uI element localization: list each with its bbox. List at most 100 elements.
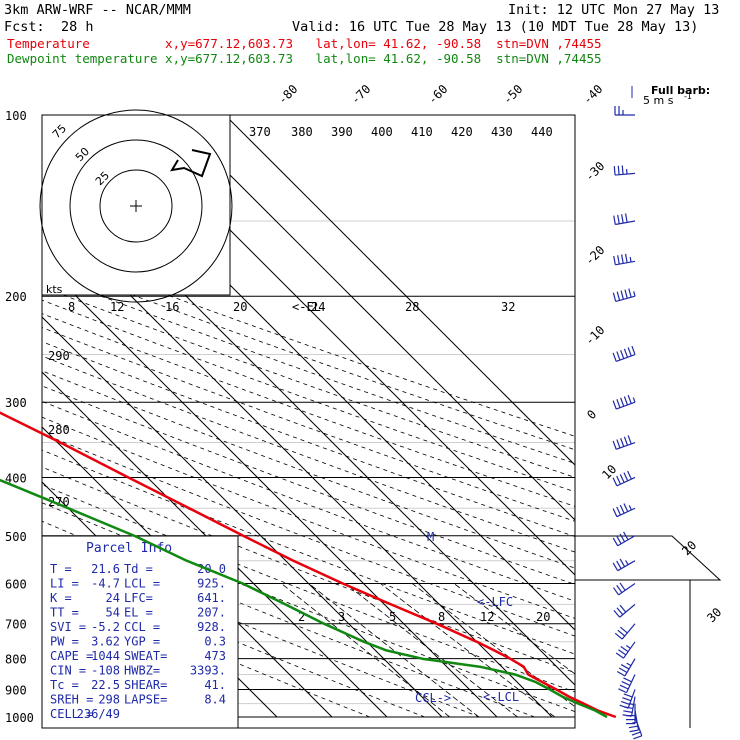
- parcel-info-cell: 1044: [91, 649, 120, 663]
- ccl-marker: CCL->: [415, 691, 451, 705]
- wind-barbs: [612, 106, 643, 740]
- parcel-info-box: Parcel Info T = 21.6 Td = 20.0LI = -4.7 LCL =…: [41, 535, 239, 729]
- parcel-info-cell: HWBZ=: [124, 664, 160, 678]
- wind-barb: [613, 213, 636, 226]
- wind-barb: [615, 641, 636, 659]
- dry-adiabat: [42, 273, 575, 464]
- wind-barb: [612, 288, 636, 302]
- model-title: 3km ARW-WRF -- NCAR/MMM: [4, 2, 191, 18]
- wind-barb: [614, 106, 635, 116]
- theta-e-label: 390: [331, 125, 353, 139]
- dry-adiabat: [42, 286, 575, 478]
- hodograph-trace: [170, 149, 212, 178]
- pressure-label: 700: [5, 618, 27, 632]
- isotherm-label: -40: [580, 82, 605, 107]
- hodograph: 25 50 75 kts: [39, 109, 233, 303]
- isotherm-label: 30: [704, 605, 724, 625]
- mixing-ratio-line: [344, 583, 518, 718]
- el-marker: <-EL: [292, 300, 321, 314]
- lfc-marker: <-LFC: [477, 595, 513, 609]
- skew-boundary: [575, 535, 722, 728]
- wind-key-exponent: -1: [684, 92, 692, 101]
- mixing-ratio-label: 8: [438, 610, 445, 624]
- parcel-info-cell: EL =: [124, 606, 153, 620]
- wind-barb: [613, 253, 636, 266]
- forecast-hour: 28 h: [61, 19, 94, 35]
- wind-barb: [613, 603, 636, 618]
- pressure-label: 500: [5, 530, 27, 544]
- parcel-info-cell: 8.4: [204, 693, 226, 707]
- wind-barb: [612, 345, 636, 362]
- plot-frame: [41, 114, 576, 729]
- parcel-info-cell: -5.2: [91, 620, 120, 634]
- wind-barb: [612, 582, 636, 596]
- pressure-label: 300: [5, 396, 27, 410]
- parcel-info-cell: 298: [98, 693, 120, 707]
- parcel-info-cell: YGP =: [124, 635, 160, 649]
- init-time: Init: 12 UTC Mon 27 May 13: [508, 2, 720, 18]
- mixing-ratio-label: 8: [68, 300, 75, 314]
- mixing-ratio-label: 12: [110, 300, 124, 314]
- isotherm: [224, 115, 575, 466]
- parcel-info-cell: 21.6: [91, 562, 120, 576]
- parcel-info-cell: 925.: [197, 577, 226, 591]
- isotherm-label: -70: [348, 82, 373, 107]
- parcel-info-cell: -4.7: [91, 577, 120, 591]
- hodograph-ring: [69, 139, 203, 273]
- wind-barb: [628, 710, 640, 733]
- mixing-ratio-label: 28: [405, 300, 419, 314]
- mixing-ratio-label: 20: [233, 300, 247, 314]
- parcel-info-cell: TT =: [50, 606, 79, 620]
- parcel-info-cell: 928.: [197, 620, 226, 634]
- parcel-info-cell: 236/49: [77, 707, 120, 721]
- isotherm-label: -80: [275, 82, 300, 107]
- parcel-info-cell: K =: [50, 591, 72, 605]
- parcel-info-cell: PW =: [50, 635, 79, 649]
- wind-barb: [612, 435, 636, 450]
- isotherm-label: -60: [425, 82, 450, 107]
- isotherm: [169, 115, 575, 521]
- forecast-label: Fcst:: [4, 19, 45, 35]
- mixing-ratio-label: 32: [501, 300, 515, 314]
- isotherm-label: -20: [582, 243, 607, 268]
- theta-e-label: 400: [371, 125, 393, 139]
- parcel-info-cell: LAPSE=: [124, 693, 167, 707]
- parcel-info-cell: 54: [106, 606, 120, 620]
- mixing-ratio-label: 2: [298, 610, 305, 624]
- adiabat-lines: [42, 248, 575, 718]
- temperature-line: [0, 411, 617, 719]
- isotherm-label: 20: [679, 538, 699, 558]
- parcel-info-cell: 3393.: [190, 664, 226, 678]
- hodograph-kts-label: kts: [46, 283, 63, 296]
- m-marker: M: [427, 530, 434, 544]
- pressure-label: 200: [5, 290, 27, 304]
- theta-label: 280: [48, 423, 70, 437]
- isotherm-label: -10: [582, 323, 607, 348]
- parcel-info-cell: 22.5: [91, 678, 120, 692]
- parcel-info-cell: 207.: [197, 606, 226, 620]
- wind-key-title: Full barb:: [651, 84, 710, 97]
- theta-e-label: 420: [451, 125, 473, 139]
- parcel-info-cell: T =: [50, 562, 72, 576]
- mixing-ratio-label: 5: [389, 610, 396, 624]
- valid-time: Valid: 16 UTC Tue 28 May 13 (10 MDT Tue …: [292, 19, 699, 35]
- wind-barb: [612, 394, 636, 410]
- pressure-label: 900: [5, 683, 27, 697]
- wind-barb: [619, 689, 636, 709]
- dewpoint-line: [0, 478, 608, 719]
- theta-e-label: 380: [291, 125, 313, 139]
- mixing-ratio-label: 3: [338, 610, 345, 624]
- pressure-label: 800: [5, 653, 27, 667]
- mixing-ratio-label: 24: [311, 300, 325, 314]
- pressure-label: 100: [5, 109, 27, 123]
- wind-barb: [612, 558, 636, 572]
- wind-barb: [612, 470, 636, 487]
- wind-key-value: 5 m s: [643, 94, 674, 107]
- isotherm: [42, 371, 388, 718]
- pressure-label: 400: [5, 471, 27, 485]
- pressure-label: 1000: [5, 711, 34, 725]
- parcel-info-cell: LCL =: [124, 577, 160, 591]
- dry-adiabat: [42, 579, 370, 718]
- parcel-info-cell: LFC=: [124, 591, 153, 605]
